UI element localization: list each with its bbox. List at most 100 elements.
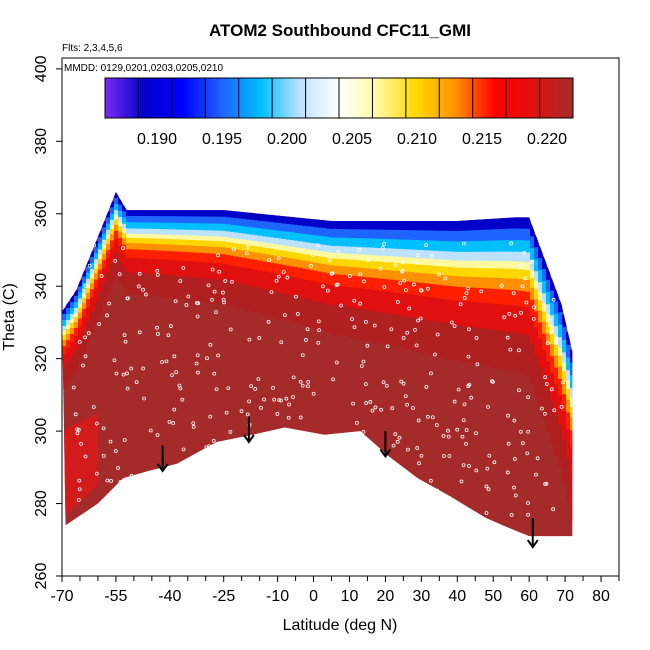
field-cell bbox=[534, 289, 539, 301]
observation-point bbox=[366, 444, 370, 449]
field-cell bbox=[146, 238, 151, 245]
field-cell bbox=[502, 268, 507, 280]
field-cell bbox=[234, 238, 239, 245]
field-cell bbox=[534, 271, 539, 283]
field-cell bbox=[546, 344, 551, 363]
field-cell bbox=[554, 326, 559, 338]
colorbar-tick-label: 0.205 bbox=[332, 131, 372, 148]
field-cell bbox=[338, 258, 343, 268]
field-cell bbox=[550, 356, 555, 374]
observation-point bbox=[395, 439, 400, 444]
field-cell bbox=[502, 304, 507, 333]
field-cell bbox=[606, 412, 611, 424]
field-cell bbox=[478, 229, 483, 242]
field-cell bbox=[542, 311, 547, 323]
field-cell bbox=[550, 325, 555, 335]
observation-point bbox=[435, 332, 440, 337]
field-cell bbox=[614, 438, 619, 457]
field-cell bbox=[510, 261, 515, 270]
observation-point bbox=[334, 360, 339, 365]
observation-point bbox=[105, 313, 109, 318]
field-cell bbox=[142, 228, 147, 235]
field-cell bbox=[262, 247, 267, 255]
observation-point bbox=[339, 303, 343, 308]
field-cell bbox=[378, 290, 383, 314]
field-cell bbox=[502, 217, 507, 230]
field-cell bbox=[226, 210, 231, 219]
observation-point bbox=[441, 433, 446, 438]
field-cell bbox=[126, 209, 131, 217]
field-cell bbox=[582, 409, 587, 421]
field-cell bbox=[94, 264, 99, 270]
field-cell bbox=[438, 284, 443, 300]
field-cell bbox=[222, 216, 227, 225]
field-cell bbox=[310, 280, 315, 301]
observation-point bbox=[263, 471, 268, 475]
field-cell bbox=[278, 244, 283, 252]
field-cell bbox=[306, 234, 311, 244]
observation-point bbox=[462, 296, 467, 300]
observation-point bbox=[455, 427, 460, 432]
field-cell bbox=[478, 268, 483, 279]
field-cell bbox=[538, 300, 543, 312]
field-cell bbox=[214, 246, 219, 255]
observation-point bbox=[519, 310, 523, 315]
field-cell bbox=[126, 233, 131, 239]
observation-point bbox=[281, 270, 286, 274]
observation-point bbox=[519, 263, 524, 268]
field-cell bbox=[482, 240, 487, 253]
observation-point bbox=[195, 353, 200, 358]
field-cell bbox=[162, 274, 167, 298]
field-cell bbox=[202, 240, 207, 248]
field-cell bbox=[94, 268, 99, 275]
field-cell bbox=[506, 268, 511, 280]
observation-point bbox=[303, 458, 308, 463]
observation-point bbox=[306, 379, 311, 384]
field-cell bbox=[194, 245, 199, 254]
observation-point bbox=[77, 487, 82, 492]
field-cell bbox=[302, 225, 307, 235]
field-cell bbox=[558, 366, 563, 380]
field-cell bbox=[478, 260, 483, 270]
observation-point bbox=[174, 370, 179, 374]
observation-point bbox=[232, 483, 237, 488]
field-cell bbox=[326, 245, 331, 254]
field-cell bbox=[98, 258, 103, 265]
x-tick-label: 40 bbox=[448, 588, 466, 605]
field-cell bbox=[262, 236, 267, 244]
field-cell bbox=[330, 220, 335, 230]
field-cell bbox=[430, 265, 435, 275]
field-cell bbox=[78, 292, 83, 300]
field-cell bbox=[326, 236, 331, 247]
field-cell bbox=[594, 483, 599, 528]
field-cell bbox=[598, 391, 603, 403]
observation-point bbox=[75, 431, 80, 436]
field-cell bbox=[534, 355, 539, 397]
field-cell bbox=[314, 227, 319, 237]
field-cell bbox=[594, 351, 599, 365]
field-cell bbox=[582, 390, 587, 402]
field-cell bbox=[438, 250, 443, 261]
field-cell bbox=[530, 236, 535, 250]
field-cell bbox=[350, 266, 355, 277]
field-cell bbox=[138, 233, 143, 240]
field-cell bbox=[146, 216, 151, 224]
field-cell bbox=[606, 391, 611, 403]
observation-point bbox=[411, 406, 415, 410]
field-cell bbox=[182, 229, 187, 237]
field-cell bbox=[302, 298, 307, 326]
field-cell bbox=[138, 258, 143, 274]
field-cell bbox=[454, 276, 459, 288]
observation-point bbox=[206, 497, 211, 502]
observation-point bbox=[399, 514, 403, 519]
field-cell bbox=[506, 278, 511, 291]
field-cell bbox=[166, 251, 171, 261]
field-cell bbox=[414, 220, 419, 232]
field-cell bbox=[402, 257, 407, 265]
colorbar-tick-label: 0.200 bbox=[267, 131, 307, 148]
field-cell bbox=[98, 292, 103, 314]
observation-point bbox=[474, 468, 479, 473]
field-cell bbox=[346, 275, 351, 288]
field-cell bbox=[610, 412, 615, 424]
field-cell bbox=[322, 244, 327, 253]
